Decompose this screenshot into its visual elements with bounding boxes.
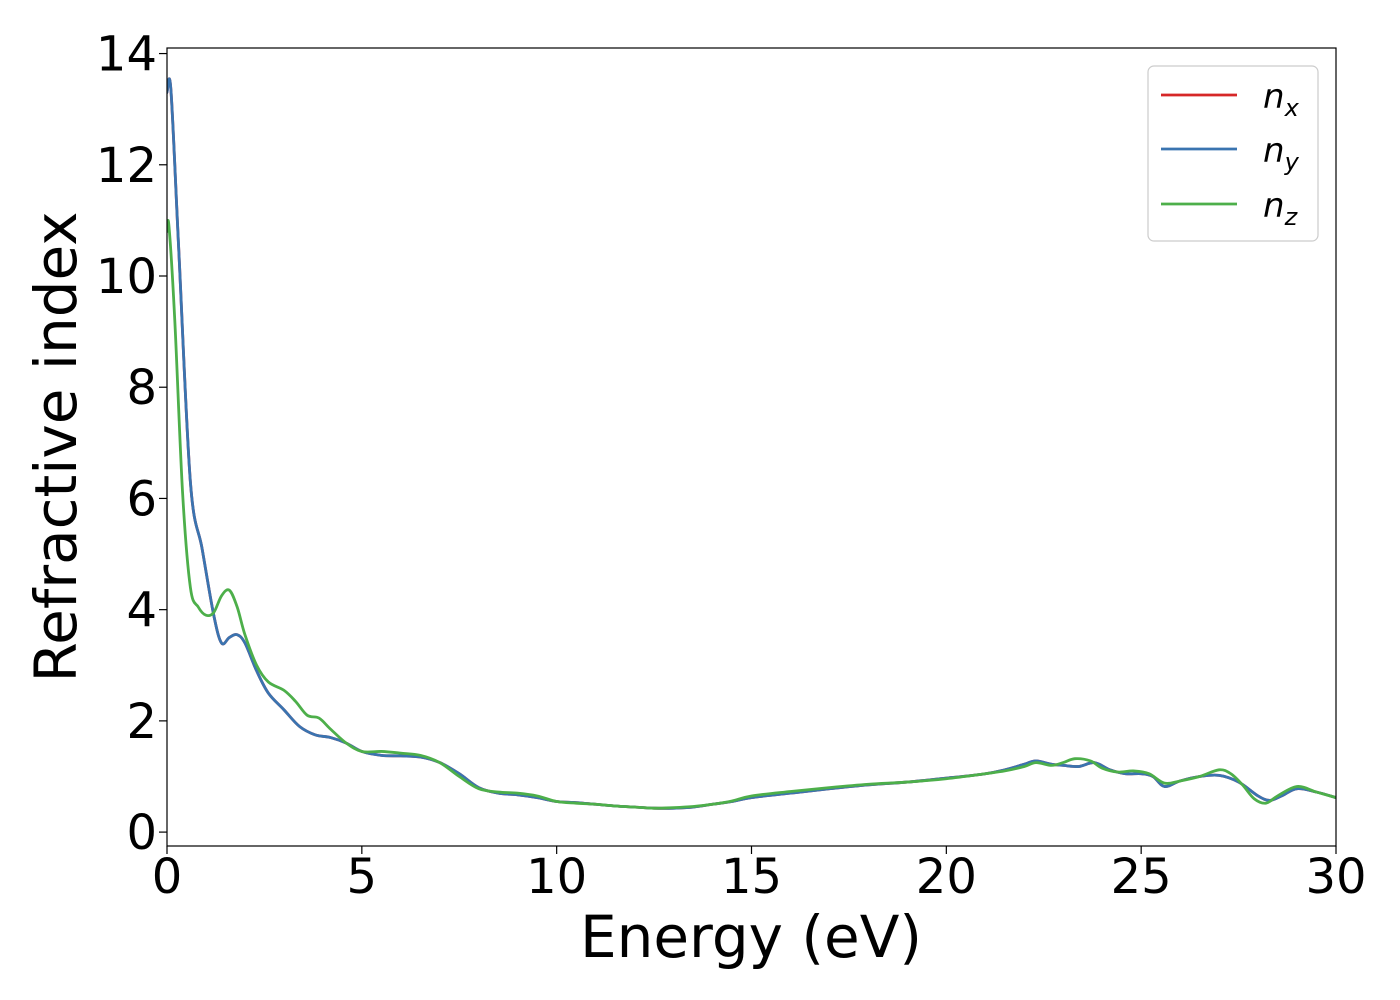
y-axis-ticks: 0 2 4 6 8 10 12 14 — [96, 27, 167, 861]
y-tick-label: 12 — [96, 138, 157, 194]
x-tick-label: 30 — [1305, 849, 1366, 905]
y-axis-title: Refractive index — [22, 211, 90, 682]
x-axis-ticks: 0 5 10 15 20 25 30 — [152, 846, 1367, 905]
y-tick-label: 6 — [126, 471, 157, 527]
x-tick-label: 0 — [152, 849, 183, 905]
legend-label-subscript: x — [1284, 94, 1300, 122]
legend-label-base: n — [1263, 77, 1285, 117]
y-tick-label: 0 — [126, 805, 157, 861]
x-tick-label: 10 — [526, 849, 587, 905]
y-tick-label: 10 — [96, 249, 157, 305]
legend-label-base: n — [1263, 131, 1285, 171]
y-tick-label: 14 — [96, 27, 157, 83]
legend-label-base: n — [1263, 186, 1285, 226]
x-tick-label: 20 — [916, 849, 977, 905]
x-tick-label: 25 — [1111, 849, 1172, 905]
y-tick-label: 8 — [126, 360, 157, 416]
legend-label-subscript: z — [1284, 203, 1299, 231]
series-lines — [167, 77, 1336, 810]
legend-frame — [1147, 65, 1319, 242]
x-axis-title: Energy (eV) — [580, 903, 922, 971]
plot-area — [167, 48, 1336, 846]
legend-label-nx: nx — [1263, 77, 1300, 122]
x-tick-label: 15 — [721, 849, 782, 905]
series-line-nz — [167, 219, 1336, 810]
series-layer — [167, 77, 1336, 810]
legend-label-ny: ny — [1263, 131, 1300, 176]
legend-label-subscript: y — [1284, 148, 1300, 176]
x-tick-label: 5 — [347, 849, 378, 905]
y-tick-label: 2 — [126, 694, 157, 750]
y-tick-label: 4 — [126, 583, 157, 639]
legend-label-nz: nz — [1263, 186, 1299, 231]
